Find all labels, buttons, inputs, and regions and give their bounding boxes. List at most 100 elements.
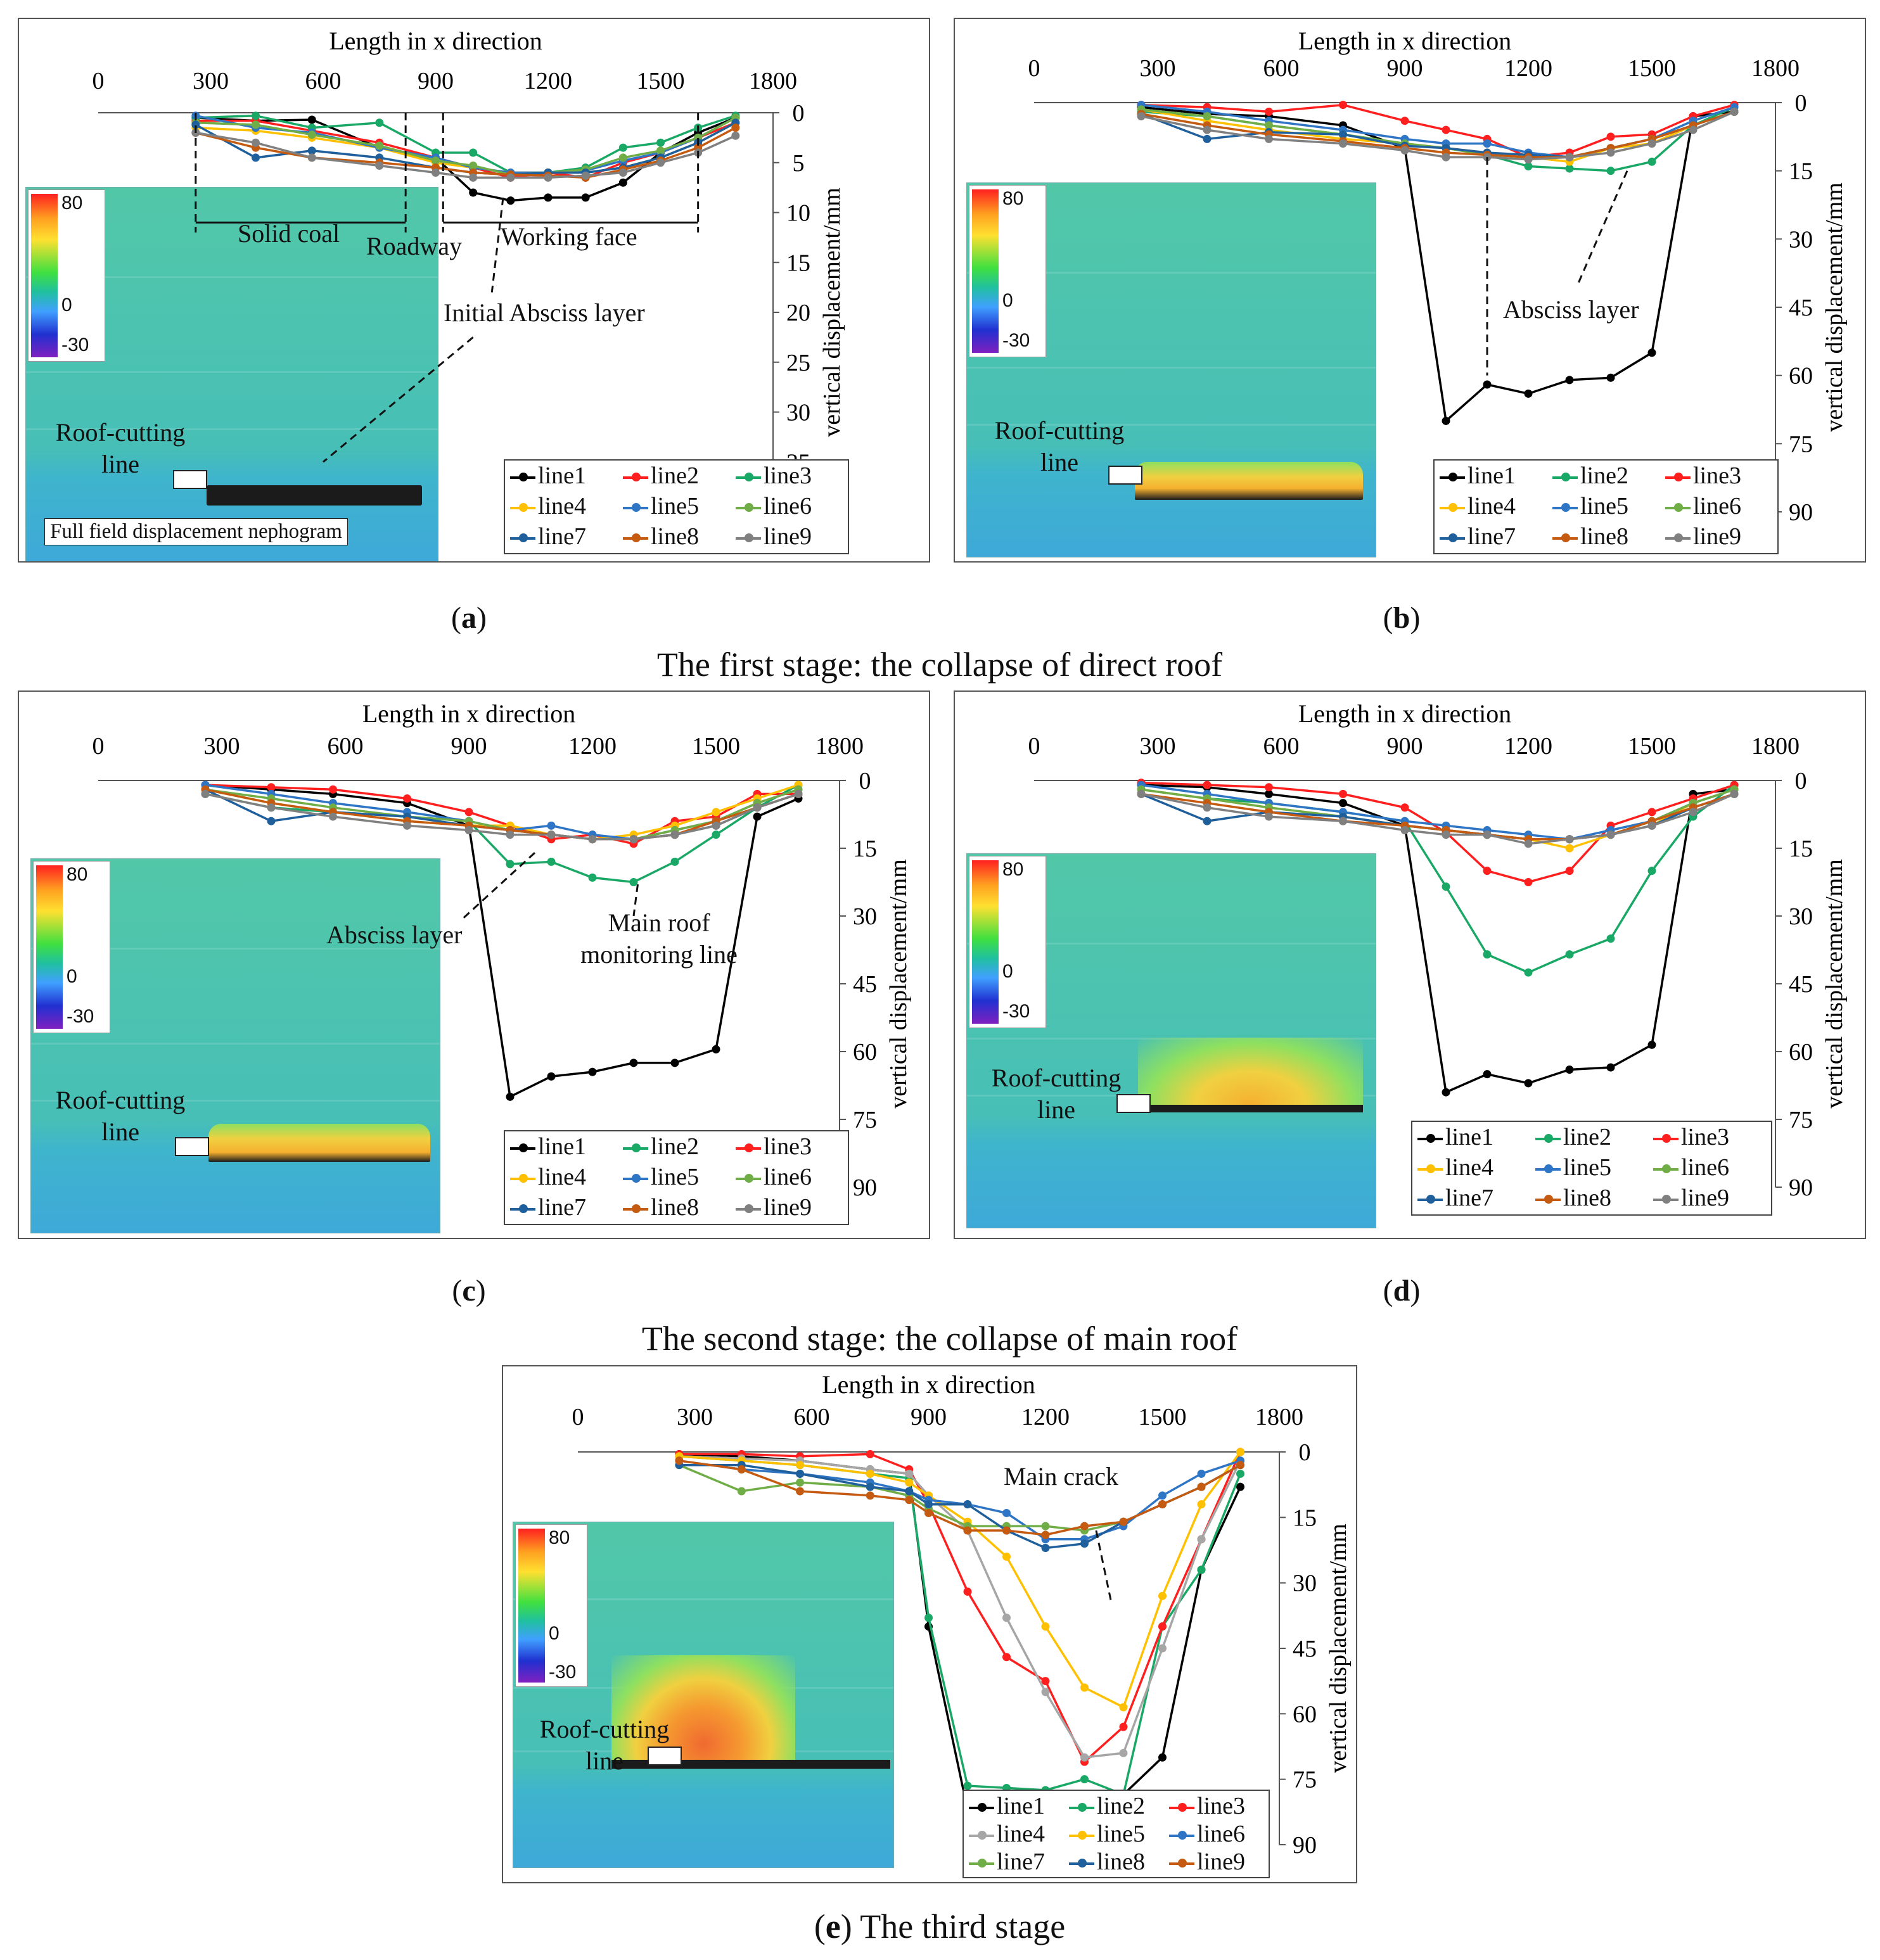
cbar-min: -30 bbox=[1002, 1001, 1030, 1022]
legend-swatch bbox=[1653, 1134, 1679, 1143]
main-roof-arrow bbox=[632, 884, 639, 917]
legend-swatch bbox=[623, 1143, 648, 1153]
x-tick-label: 0 bbox=[1028, 55, 1040, 82]
data-point-line9 bbox=[375, 161, 384, 170]
data-point-line1 bbox=[544, 193, 553, 202]
full-field-label: Full field displacement nephogram bbox=[44, 518, 348, 545]
y-tick-label: 45 bbox=[1789, 971, 1813, 998]
legend-item-line1: line1 bbox=[510, 462, 586, 490]
data-point-line9 bbox=[329, 812, 337, 821]
data-point-line9 bbox=[1080, 1522, 1089, 1530]
legend-label: line6 bbox=[1693, 493, 1741, 519]
data-point-line2 bbox=[1080, 1775, 1089, 1784]
legend-swatch bbox=[736, 533, 761, 543]
data-point-line9 bbox=[1137, 789, 1146, 798]
colorbar-c: 80 0 -30 bbox=[33, 861, 110, 1033]
data-point-line3 bbox=[1647, 808, 1656, 817]
goaf-collapse bbox=[207, 485, 422, 506]
legend-swatch bbox=[510, 533, 535, 543]
data-point-line6 bbox=[469, 161, 478, 170]
data-point-line6 bbox=[1197, 1469, 1206, 1478]
initial-abscisse-arrow bbox=[490, 197, 504, 293]
goaf-collapse bbox=[1138, 1038, 1363, 1112]
data-point-line1 bbox=[629, 1059, 638, 1067]
data-point-line2 bbox=[1606, 167, 1615, 175]
y-axis-title: vertical displacement/mm bbox=[1325, 1524, 1352, 1773]
legend-item-line8: line8 bbox=[1552, 523, 1628, 550]
legend-label: line8 bbox=[1563, 1185, 1611, 1211]
roadway-box bbox=[1116, 1094, 1151, 1113]
legend-item-line4: line4 bbox=[1417, 1154, 1493, 1181]
data-point-line6 bbox=[656, 146, 665, 155]
legend-swatch bbox=[1552, 503, 1578, 512]
y-tick-label: 0 bbox=[859, 768, 871, 794]
y-axis-title: vertical displacement/mm bbox=[819, 188, 845, 437]
legend-label: line5 bbox=[1580, 493, 1628, 519]
legend-label: line2 bbox=[651, 462, 699, 489]
y-tick-label: 90 bbox=[1293, 1832, 1317, 1859]
y-tick-label: 15 bbox=[1789, 158, 1813, 185]
data-point-line4 bbox=[1041, 1688, 1050, 1696]
legend-label: line2 bbox=[651, 1133, 699, 1160]
data-point-line9 bbox=[1565, 835, 1574, 844]
y-tick-label: 75 bbox=[1789, 1107, 1813, 1133]
data-point-line9 bbox=[1339, 139, 1347, 148]
data-point-line6 bbox=[307, 130, 316, 139]
legend-item-line7: line7 bbox=[1417, 1184, 1493, 1212]
data-point-line5 bbox=[547, 821, 556, 830]
caption-c: (c) bbox=[452, 1274, 486, 1308]
y-tick-label: 0 bbox=[1795, 768, 1807, 794]
x-tick-label: 1200 bbox=[1504, 55, 1552, 82]
data-point-line1 bbox=[1524, 1079, 1533, 1088]
legend-item-line6: line6 bbox=[736, 1163, 812, 1191]
data-point-line9 bbox=[675, 1456, 684, 1465]
y-tick-label: 15 bbox=[786, 250, 810, 276]
data-point-line2 bbox=[1236, 1469, 1244, 1478]
data-point-line9 bbox=[1339, 817, 1347, 825]
x-tick-label: 300 bbox=[1140, 733, 1176, 760]
data-point-line5 bbox=[1197, 1500, 1206, 1509]
data-point-line5 bbox=[796, 1461, 805, 1470]
legend-label: line9 bbox=[1693, 523, 1741, 550]
x-tick-label: 900 bbox=[1387, 55, 1423, 82]
y-tick-label: 10 bbox=[786, 200, 810, 227]
x-tick-label: 1800 bbox=[1751, 733, 1800, 760]
data-point-line9 bbox=[1606, 148, 1615, 157]
legend-swatch bbox=[736, 1174, 761, 1183]
legend-item-line4: line4 bbox=[969, 1820, 1045, 1848]
y-tick-label: 75 bbox=[1789, 431, 1813, 457]
series-line-line3 bbox=[679, 1451, 1242, 1764]
x-axis-title: Length in x direction bbox=[362, 699, 576, 728]
legend-c: line1 line2 line3 line4 line5 line6 line7 line8… bbox=[504, 1130, 849, 1225]
data-point-line6 bbox=[252, 120, 260, 129]
y-tick-label: 90 bbox=[1789, 499, 1813, 526]
data-point-line9 bbox=[1119, 1517, 1128, 1526]
legend-swatch bbox=[969, 1859, 994, 1868]
data-point-line9 bbox=[1606, 830, 1615, 839]
data-point-line4 bbox=[712, 808, 720, 817]
y-tick-label: 0 bbox=[793, 100, 805, 127]
data-point-line3 bbox=[1265, 107, 1273, 116]
data-point-line9 bbox=[1236, 1461, 1244, 1470]
data-point-line1 bbox=[1339, 799, 1347, 808]
data-point-line9 bbox=[1689, 125, 1698, 134]
data-point-line7 bbox=[252, 153, 260, 162]
legend-label: line7 bbox=[1468, 523, 1516, 550]
x-tick-label: 300 bbox=[1140, 55, 1176, 82]
goaf-collapse bbox=[208, 1124, 430, 1162]
cbar-zero: 0 bbox=[1002, 961, 1013, 982]
data-point-line9 bbox=[737, 1465, 746, 1474]
x-tick-label: 600 bbox=[1263, 733, 1300, 760]
data-point-line7 bbox=[737, 1487, 746, 1496]
legend-label: line6 bbox=[1197, 1821, 1245, 1847]
data-point-line9 bbox=[670, 830, 679, 839]
x-tick-label: 0 bbox=[572, 1404, 584, 1430]
x-tick-label: 1800 bbox=[1255, 1404, 1303, 1430]
y-tick-label: 90 bbox=[853, 1174, 877, 1201]
legend-item-line5: line5 bbox=[1069, 1820, 1145, 1848]
data-point-line1 bbox=[1236, 1482, 1244, 1491]
main-crack-label: Main crack bbox=[1004, 1462, 1119, 1491]
legend-swatch bbox=[510, 1143, 535, 1153]
legend-swatch bbox=[1069, 1859, 1094, 1868]
data-point-line2 bbox=[1442, 882, 1450, 891]
